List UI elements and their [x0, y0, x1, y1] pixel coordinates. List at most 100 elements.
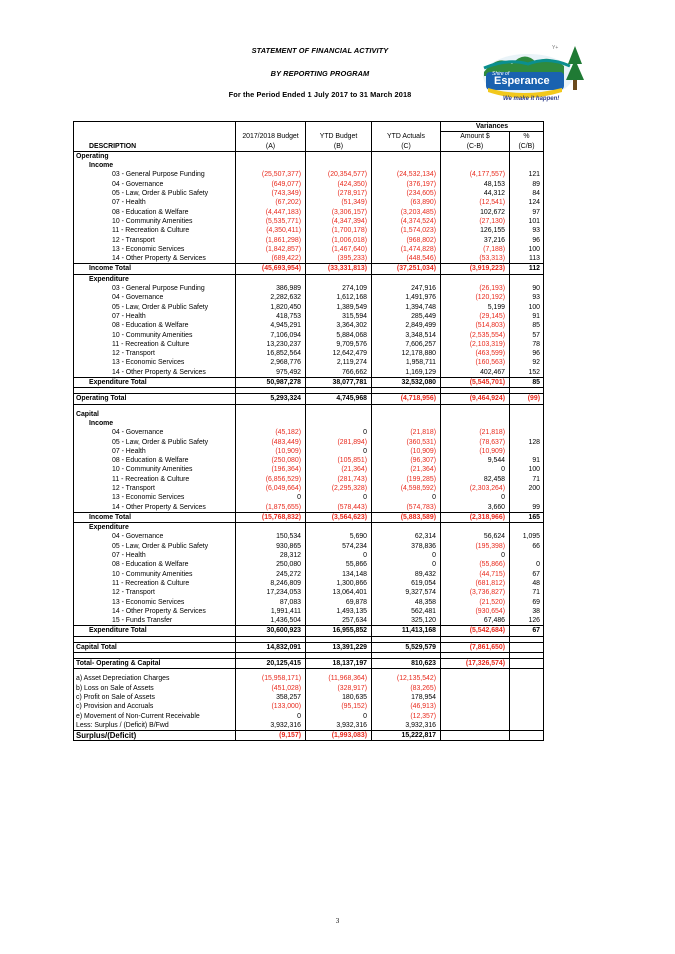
cell-value: (448,546) — [371, 254, 441, 264]
page-number: 3 — [335, 917, 340, 925]
cell-value: (45,182) — [235, 428, 306, 438]
cell-value: 250,080 — [235, 560, 306, 570]
cell-value: (3,564,623) — [305, 511, 372, 524]
cell-value: 152 — [509, 367, 544, 378]
cell-value: 165 — [509, 511, 544, 524]
logo-prefix: Shire of — [492, 71, 510, 77]
table-row: 11 - Recreation & Culture (6,856,529) (281… — [73, 474, 544, 484]
cell-value: (4,177,557) — [440, 170, 510, 180]
cell-value: (281,894) — [305, 437, 372, 447]
cell-value: (96,307) — [371, 456, 441, 466]
cell-value: 930,865 — [235, 541, 306, 552]
table-row: 05 - Law, Order & Public Safety (483,449)… — [73, 437, 544, 447]
cell-value: 71 — [509, 588, 544, 598]
cell-value: 9,709,576 — [305, 339, 372, 350]
cell-value: 0 — [235, 493, 306, 503]
cell-value: 44,312 — [440, 189, 510, 199]
row-label: 11 - Recreation & Culture — [73, 474, 236, 484]
cell-value: (29,145) — [440, 311, 510, 322]
cell-value: 178,954 — [371, 692, 441, 703]
cell-value: 150,534 — [235, 532, 306, 542]
cell-value: 2,968,776 — [235, 358, 306, 368]
cell-value: (2,303,264) — [440, 483, 510, 494]
statement-subtitle: BY REPORTING PROGRAM — [270, 69, 370, 78]
cell-value: 3,348,514 — [371, 330, 441, 340]
cell-value: (95,152) — [305, 702, 372, 712]
cell-value: 121 — [509, 170, 544, 180]
cell-value: 0 — [235, 711, 306, 721]
cell-value: 1,991,411 — [235, 606, 306, 617]
cell-value: (160,563) — [440, 358, 510, 368]
cell-value: 315,594 — [305, 311, 372, 322]
cell-value: (5,542,684) — [440, 625, 510, 637]
cell-value: (451,028) — [235, 683, 306, 693]
row-label: 12 - Transport — [73, 483, 236, 494]
cell-value: (395,233) — [305, 254, 372, 264]
cell-value: 257,634 — [305, 616, 372, 626]
cell-value: (3,306,157) — [305, 207, 372, 217]
table-row: 10 - Community Amenities 245,272 134,148 89… — [73, 569, 544, 579]
row-label: Income Total — [73, 263, 236, 275]
cell-value: 38 — [509, 606, 544, 617]
row-label: 14 - Other Property & Services — [73, 254, 236, 264]
row-label: 14 - Other Property & Services — [73, 502, 236, 513]
row-label: 07 - Health — [73, 311, 236, 322]
cell-value: 378,836 — [371, 541, 441, 552]
spacer-row — [73, 652, 544, 659]
cell-value: (20,354,577) — [305, 170, 372, 180]
row-label: c) Profit on Sale of Assets — [73, 692, 236, 703]
cell-value: 358,257 — [235, 692, 306, 703]
cell-value: 100 — [509, 244, 544, 255]
cell-value: 975,492 — [235, 367, 306, 378]
col-ytd-budget-header: YTD Budget — [305, 131, 372, 142]
table-row: Less: Surplus / (Deficit) B/Fwd 3,932,316… — [73, 720, 544, 731]
table-row: 03 - General Purpose Funding (25,507,377)… — [73, 170, 544, 180]
table-row: 03 - General Purpose Funding 386,989 274,1… — [73, 284, 544, 294]
cell-value: 89,432 — [371, 569, 441, 579]
row-label: 11 - Recreation & Culture — [73, 578, 236, 589]
cell-value: 3,932,316 — [235, 720, 306, 731]
table-row: 12 - Transport 17,234,053 13,064,401 9,327,… — [73, 588, 544, 598]
row-label: 05 - Law, Order & Public Safety — [73, 302, 236, 312]
cell-value: (12,541) — [440, 198, 510, 208]
cell-value: 247,916 — [371, 284, 441, 294]
row-label: 12 - Transport — [73, 349, 236, 359]
cell-value: (5,535,771) — [235, 216, 306, 227]
cell-value: 67,486 — [440, 616, 510, 626]
row-label: e) Movement of Non-Current Receivable — [73, 711, 236, 721]
cell-value: 126,155 — [440, 226, 510, 236]
cell-value: 48 — [509, 578, 544, 589]
table-row: 11 - Recreation & Culture 13,230,237 9,709… — [73, 339, 544, 350]
cell-value: 100 — [509, 465, 544, 475]
table-row: 12 - Transport (6,049,664) (2,295,328) (4,5… — [73, 483, 544, 494]
row-label: 15 - Funds Transfer — [73, 616, 236, 626]
cell-value: (514,803) — [440, 321, 510, 331]
cell-value: 1,612,168 — [305, 293, 372, 303]
table-row: 07 - Health 28,312 0 0 0 — [73, 551, 544, 561]
cell-value: 386,989 — [235, 284, 306, 294]
cell-value: (11,968,364) — [305, 674, 372, 684]
cell-value: 13,230,237 — [235, 339, 306, 350]
cell-value: 85 — [509, 377, 544, 389]
cell-value: (21,364) — [305, 465, 372, 475]
cell-value: (968,802) — [371, 235, 441, 245]
cell-value: 1,394,748 — [371, 302, 441, 312]
cell-value: (4,447,183) — [235, 207, 306, 217]
cell-value: (281,743) — [305, 474, 372, 484]
cell-value: 619,054 — [371, 578, 441, 589]
row-label: 13 - Economic Services — [73, 597, 236, 607]
cell-value: (1,842,857) — [235, 244, 306, 255]
cell-value: (250,080) — [235, 456, 306, 466]
cell-value: 67 — [509, 569, 544, 579]
table-row: Income — [73, 418, 544, 429]
row-label: 12 - Transport — [73, 588, 236, 598]
cell-value: (83,265) — [371, 683, 441, 693]
cell-value: 124 — [509, 198, 544, 208]
cell-value: (1,875,655) — [235, 502, 306, 513]
cell-value: (483,449) — [235, 437, 306, 447]
table-row: 05 - Law, Order & Public Safety 1,820,450… — [73, 302, 544, 312]
cell-value: (1,474,828) — [371, 244, 441, 255]
cell-value: 418,753 — [235, 311, 306, 322]
cell-value: 102,672 — [440, 207, 510, 217]
cell-value: 2,119,274 — [305, 358, 372, 368]
